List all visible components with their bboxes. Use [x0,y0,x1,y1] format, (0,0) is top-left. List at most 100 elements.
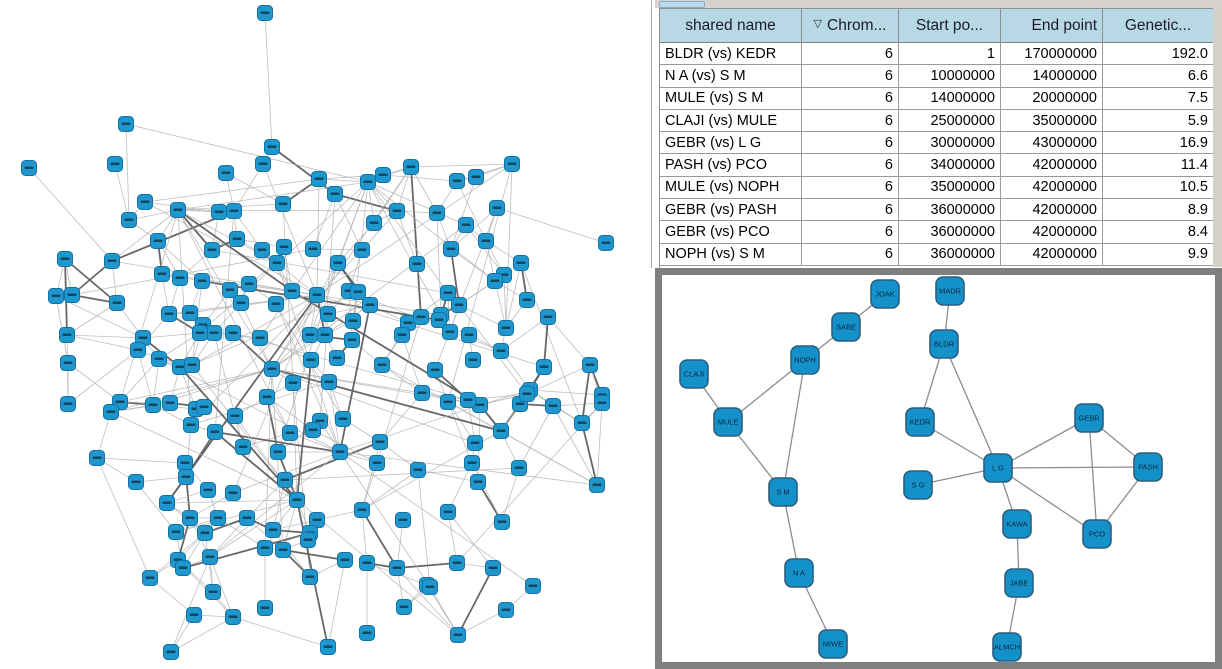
node-PCO[interactable]: PCO [1082,519,1112,549]
node-shape[interactable] [784,558,814,588]
network-node[interactable] [204,242,220,258]
network-node[interactable] [118,116,134,132]
node-shape[interactable] [992,632,1022,662]
network-node[interactable] [329,350,345,366]
network-node[interactable] [485,560,501,576]
network-node[interactable] [135,330,151,346]
network-node[interactable] [337,552,353,568]
node-NOPH[interactable]: NOPH [790,345,820,375]
network-node[interactable] [427,362,443,378]
network-node[interactable] [449,173,465,189]
network-node[interactable] [275,542,291,558]
column-header-2[interactable]: Start po... [899,9,1001,43]
network-node[interactable] [107,156,123,172]
network-node[interactable] [257,5,273,21]
node-KEDR[interactable]: KEDR [905,407,935,437]
network-node[interactable] [305,241,321,257]
node-PASH[interactable]: PASH [1133,452,1163,482]
network-node[interactable] [504,156,520,172]
network-node[interactable] [467,435,483,451]
network-node[interactable] [289,492,305,508]
node-shape[interactable] [1002,509,1032,539]
network-node[interactable] [513,255,529,271]
network-node[interactable] [142,570,158,586]
network-node[interactable] [494,514,510,530]
network-node[interactable] [172,359,188,375]
network-node[interactable] [205,584,221,600]
network-node[interactable] [226,203,242,219]
network-node[interactable] [478,233,494,249]
network-node[interactable] [574,415,590,431]
network-node[interactable] [458,217,474,233]
node-ALMCH[interactable]: ALMCH [992,632,1022,662]
network-node[interactable] [519,292,535,308]
network-node[interactable] [182,305,198,321]
network-node[interactable] [431,312,447,328]
node-shape[interactable] [935,276,965,306]
network-node[interactable] [162,395,178,411]
network-node[interactable] [241,276,257,292]
column-header-1[interactable]: ▽ Chrom... [802,9,899,43]
network-node[interactable] [222,282,238,298]
network-node[interactable] [277,472,293,488]
network-node[interactable] [440,394,456,410]
network-node[interactable] [422,579,438,595]
filter-funnel-icon[interactable]: ▽ [813,18,823,30]
network-node[interactable] [536,359,552,375]
network-node[interactable] [410,462,426,478]
detail-network-canvas[interactable]: JOAK MADR SABE BLDR NOPH CLAJI MULE KEDR GEBR L G… [662,275,1215,662]
table-horizontal-scrollbar[interactable] [655,0,1222,8]
network-node[interactable] [145,397,161,413]
network-node[interactable] [154,266,170,282]
network-node[interactable] [525,578,541,594]
network-node[interactable] [465,352,481,368]
network-node[interactable] [389,203,405,219]
network-node[interactable] [151,351,167,367]
table-row[interactable]: MULE (vs) S M 6 14000000 20000000 7.5 [660,87,1214,110]
scrollbar-thumb[interactable] [659,0,705,8]
network-node[interactable] [254,242,270,258]
node-JOAK[interactable]: JOAK [870,279,900,309]
network-node[interactable] [60,355,76,371]
network-node[interactable] [186,607,202,623]
network-node[interactable] [227,408,243,424]
network-node[interactable] [159,495,175,511]
network-node[interactable] [320,306,336,322]
node-shape[interactable] [1074,403,1104,433]
overview-network-panel[interactable] [0,0,652,669]
table-row[interactable]: MULE (vs) NOPH 6 35000000 42000000 10.5 [660,176,1214,200]
network-node[interactable] [303,352,319,368]
network-node[interactable] [104,253,120,269]
network-node[interactable] [409,256,425,272]
node-MIWE[interactable]: MIWE [818,629,848,659]
network-node[interactable] [275,196,291,212]
network-node[interactable] [335,411,351,427]
network-node[interactable] [372,434,388,450]
network-node[interactable] [498,320,514,336]
overview-network-canvas[interactable] [0,0,652,669]
network-node[interactable] [168,524,184,540]
network-node[interactable] [396,599,412,615]
network-node[interactable] [350,284,366,300]
network-node[interactable] [57,251,73,267]
network-node[interactable] [194,273,210,289]
network-node[interactable] [403,159,419,175]
network-node[interactable] [470,474,486,490]
network-node[interactable] [252,330,268,346]
network-node[interactable] [285,375,301,391]
network-node[interactable] [362,297,378,313]
network-node[interactable] [89,450,105,466]
network-node[interactable] [540,309,556,325]
network-node[interactable] [389,560,405,576]
network-node[interactable] [302,569,318,585]
network-node[interactable] [460,392,476,408]
node-MULE[interactable]: MULE [713,407,743,437]
node-shape[interactable] [1133,452,1163,482]
network-node[interactable] [354,502,370,518]
network-node[interactable] [468,169,484,185]
node-shape[interactable] [903,470,933,500]
network-node[interactable] [413,309,429,325]
node-shape[interactable] [768,477,798,507]
network-node[interactable] [442,324,458,340]
node-CLAJI[interactable]: CLAJI [679,359,709,389]
